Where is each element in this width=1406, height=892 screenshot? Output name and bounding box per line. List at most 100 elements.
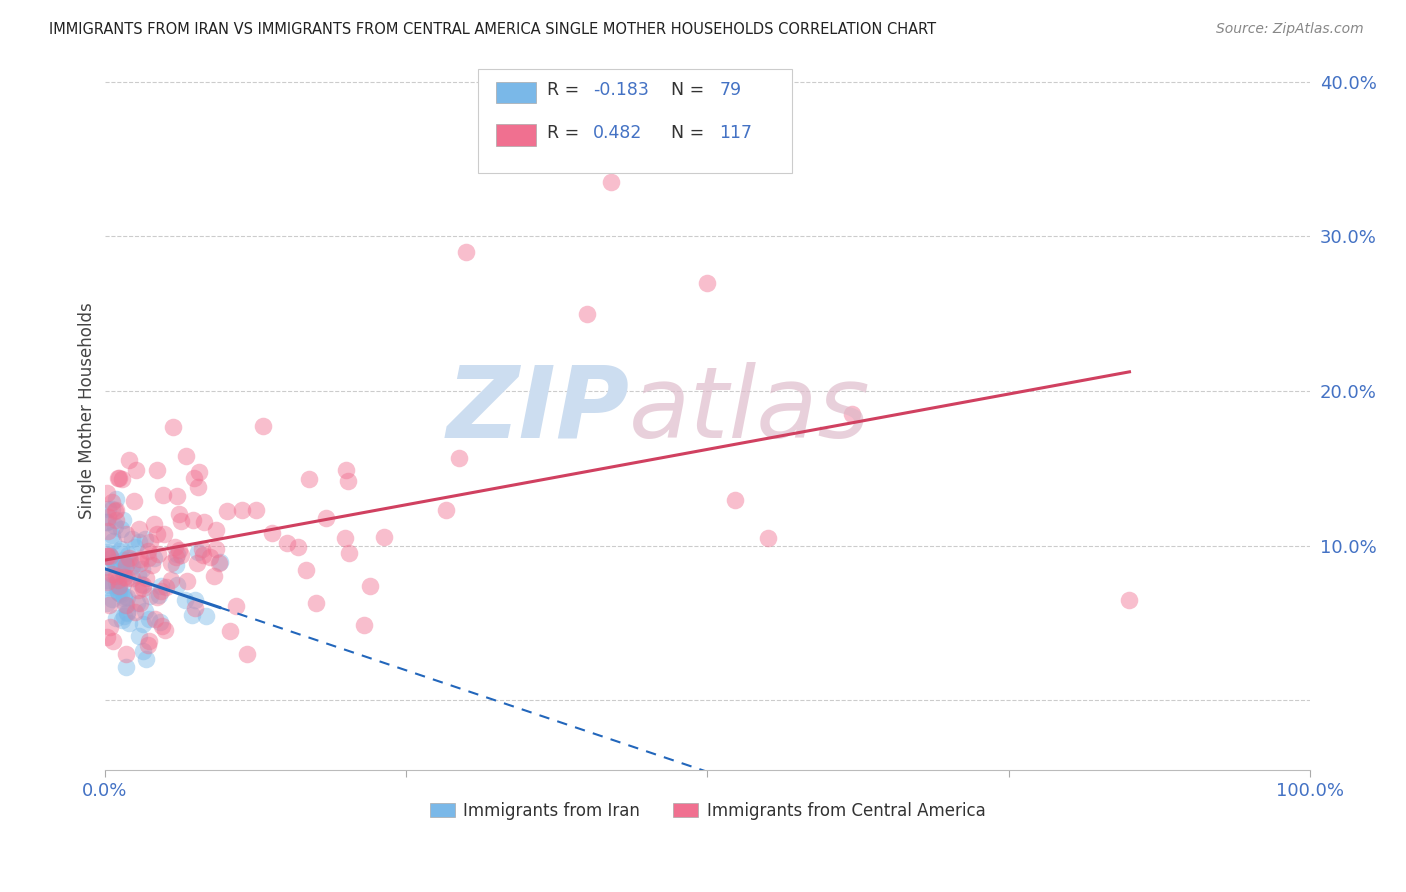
Point [96, 515, 118, 529]
Point [117, 571, 139, 585]
Point [191, 549, 214, 563]
Point [132, 617, 155, 632]
Point [107, 573, 129, 587]
Point [114, 560, 136, 574]
Point [335, 531, 357, 545]
Point [146, 590, 169, 604]
Point [115, 607, 138, 621]
Point [136, 544, 159, 558]
Point [122, 494, 145, 508]
Point [107, 544, 129, 558]
Point [252, 418, 274, 433]
Point [166, 489, 188, 503]
Point [187, 480, 209, 494]
Point [187, 544, 209, 558]
Point [111, 472, 134, 486]
Text: N =: N = [671, 124, 710, 143]
Point [121, 532, 143, 546]
Point [150, 583, 173, 598]
Point [202, 568, 225, 582]
Point [287, 541, 309, 555]
Point [150, 619, 173, 633]
Point [96, 575, 118, 590]
Point [456, 244, 478, 259]
Point [194, 608, 217, 623]
Text: 0.482: 0.482 [593, 124, 643, 143]
Point [112, 591, 135, 606]
Point [756, 531, 779, 545]
Point [191, 541, 214, 556]
Point [114, 556, 136, 570]
Point [127, 582, 149, 597]
Point [174, 593, 197, 607]
Point [181, 513, 204, 527]
Point [149, 615, 172, 629]
Text: 117: 117 [720, 124, 752, 143]
Point [136, 638, 159, 652]
Point [132, 581, 155, 595]
Point [98, 620, 121, 634]
Point [96, 515, 118, 529]
Point [104, 575, 127, 590]
Point [163, 540, 186, 554]
Point [100, 550, 122, 565]
Point [121, 572, 143, 586]
Point [184, 601, 207, 615]
Point [166, 578, 188, 592]
Point [128, 522, 150, 536]
Point [129, 577, 152, 591]
Point [186, 556, 208, 570]
Point [111, 613, 134, 627]
Point [373, 530, 395, 544]
Point [96, 486, 118, 500]
Point [155, 580, 177, 594]
Point [1118, 592, 1140, 607]
Point [104, 492, 127, 507]
Point [114, 660, 136, 674]
Point [160, 556, 183, 570]
Point [117, 616, 139, 631]
Point [101, 566, 124, 581]
Point [115, 599, 138, 613]
Point [103, 556, 125, 570]
Point [160, 573, 183, 587]
Point [146, 547, 169, 561]
Point [305, 596, 328, 610]
Point [138, 612, 160, 626]
Point [124, 540, 146, 554]
Point [148, 588, 170, 602]
Point [105, 611, 128, 625]
Point [132, 578, 155, 592]
Point [139, 589, 162, 603]
Point [575, 307, 598, 321]
Point [219, 624, 242, 639]
Point [447, 450, 470, 465]
Point [125, 596, 148, 610]
Point [112, 513, 135, 527]
Point [841, 407, 863, 421]
Point [96, 545, 118, 559]
Point [138, 534, 160, 549]
Point [117, 551, 139, 566]
Point [294, 563, 316, 577]
Point [107, 580, 129, 594]
Point [115, 590, 138, 604]
Point [174, 449, 197, 463]
Point [104, 558, 127, 573]
Point [215, 504, 238, 518]
Point [112, 590, 135, 604]
Point [724, 492, 747, 507]
Point [115, 526, 138, 541]
Point [103, 504, 125, 518]
Point [276, 536, 298, 550]
Point [135, 571, 157, 585]
Point [101, 592, 124, 607]
Point [111, 553, 134, 567]
Point [205, 523, 228, 537]
Point [132, 644, 155, 658]
Text: atlas: atlas [628, 362, 870, 458]
Point [181, 608, 204, 623]
Point [204, 542, 226, 557]
Point [337, 546, 360, 560]
Point [96, 501, 118, 516]
